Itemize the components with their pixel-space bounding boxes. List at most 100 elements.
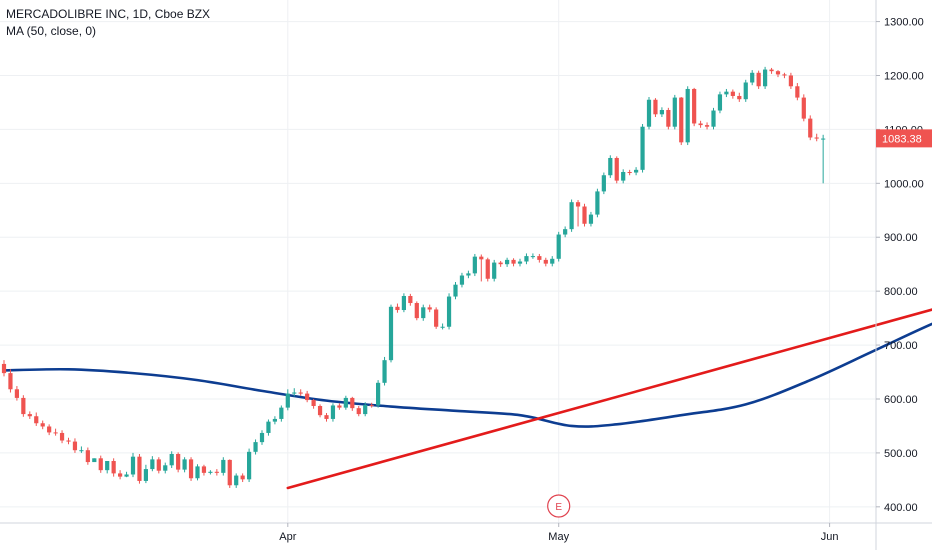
candle <box>627 169 632 176</box>
candle <box>685 86 690 146</box>
candle-body <box>563 229 568 235</box>
candle <box>666 107 671 130</box>
price-axis[interactable]: 400.00 500.00 600.00 700.00 800.00 900.00 1000… <box>876 17 924 514</box>
candle-body <box>653 99 658 115</box>
candle-body <box>775 71 781 75</box>
candle <box>311 398 316 409</box>
candle <box>214 469 219 476</box>
candle <box>775 70 781 78</box>
candle-body <box>511 259 516 264</box>
candle-body <box>479 256 484 260</box>
candle-body <box>363 404 368 415</box>
candle <box>524 253 529 265</box>
candle <box>801 94 806 122</box>
candle-body <box>298 392 303 394</box>
candle-body <box>150 459 155 470</box>
candle-body <box>763 69 768 87</box>
candle-body <box>59 432 65 441</box>
candle-body <box>401 296 406 311</box>
candle-body <box>395 306 400 311</box>
candle <box>737 92 742 102</box>
candle <box>479 254 484 282</box>
candle-body <box>608 157 613 176</box>
candle-body <box>685 88 690 143</box>
candle <box>143 464 148 484</box>
trendline-line[interactable] <box>286 75 932 490</box>
candle <box>305 390 310 403</box>
candle <box>201 464 207 476</box>
candle <box>182 457 187 473</box>
candle-body <box>137 456 142 481</box>
candle-body <box>569 202 574 230</box>
candle-body <box>240 475 245 480</box>
candle <box>659 107 664 118</box>
candle <box>208 470 213 475</box>
candle-body <box>27 414 32 417</box>
chart-grid <box>0 0 876 523</box>
candle-body <box>704 125 710 127</box>
candle-body <box>453 284 458 297</box>
candle <box>421 304 426 321</box>
candle-body <box>337 405 342 408</box>
candle-body <box>582 206 587 224</box>
y-tick-label: 900.00 <box>884 232 918 244</box>
candle <box>188 457 194 481</box>
candle <box>388 304 394 363</box>
candle-body <box>111 460 116 474</box>
candle-body <box>427 307 432 310</box>
candle-body <box>408 296 413 304</box>
candle <box>285 389 290 411</box>
ma-line[interactable] <box>3 132 932 428</box>
time-axis[interactable]: AprMayJunJulAugSep21 <box>279 523 932 543</box>
candle-body <box>343 397 348 408</box>
candle-body <box>53 432 58 434</box>
candle-body <box>530 256 535 258</box>
indicator-label[interactable]: MA (50, close, 0) <box>6 24 97 38</box>
y-tick-label: 500.00 <box>884 448 918 460</box>
candle-body <box>388 306 394 361</box>
candle <box>350 396 355 411</box>
last-price-tag: 1083.38 <box>876 129 932 148</box>
candle-body <box>324 415 329 419</box>
candle <box>795 83 800 101</box>
candle <box>92 458 97 463</box>
candle <box>376 380 381 408</box>
candle-body <box>85 450 90 463</box>
candle <box>434 307 439 329</box>
candle-body <box>130 456 136 475</box>
candle-body <box>124 474 129 477</box>
candle-body <box>434 309 439 327</box>
candle-body <box>376 382 381 406</box>
candle-body <box>595 191 600 215</box>
trendline[interactable] <box>286 75 932 490</box>
candle <box>317 404 323 418</box>
candle <box>601 172 606 195</box>
candle <box>588 211 594 227</box>
candle-body <box>640 126 645 170</box>
symbol-title[interactable]: MERCADOLIBRE INC, 1D, Cboe BZX <box>6 7 211 21</box>
candle <box>337 403 342 410</box>
moving-average-line[interactable] <box>3 132 932 428</box>
candle-body <box>472 256 477 274</box>
candle <box>330 403 336 422</box>
candle <box>111 458 116 477</box>
candle <box>408 293 413 306</box>
candle-body <box>182 459 187 470</box>
y-tick-label: 1200.00 <box>884 70 924 82</box>
candle-body <box>659 109 664 115</box>
candle-body <box>34 416 39 424</box>
candle <box>66 437 71 445</box>
chart-legend: MERCADOLIBRE INC, 1D, Cboe BZX MA (50, c… <box>6 6 210 40</box>
y-tick-label: 400.00 <box>884 502 918 514</box>
y-tick-label: 1300.00 <box>884 17 924 29</box>
candle-body <box>118 473 123 477</box>
candle-body <box>421 307 426 319</box>
candle-body <box>730 91 735 96</box>
candle <box>118 470 123 480</box>
candle-body <box>543 259 548 264</box>
earnings-marker[interactable]: E <box>547 494 571 518</box>
candle <box>247 448 252 483</box>
candle-body <box>266 421 271 433</box>
x-tick-label: May <box>548 531 569 543</box>
